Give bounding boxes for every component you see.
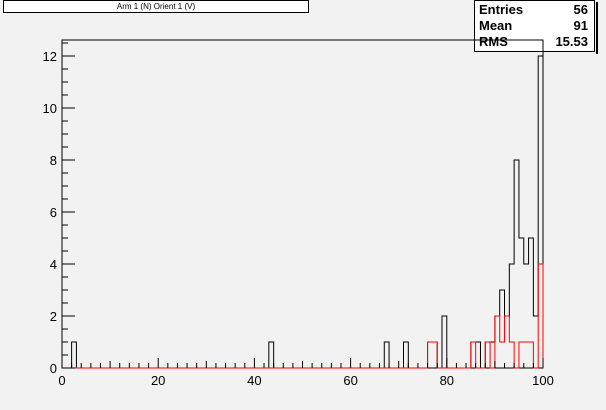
stats-row-rms: RMS 15.53 — [479, 34, 590, 50]
stats-value: 15.53 — [555, 34, 588, 49]
y-tick-label: 4 — [50, 257, 57, 272]
histogram-series-0 — [62, 55, 544, 369]
y-tick-label: 2 — [50, 309, 57, 324]
x-tick-label: 60 — [343, 373, 357, 388]
histogram-series-1 — [62, 263, 544, 369]
stats-value: 56 — [573, 2, 588, 17]
statistics-box: Entries 56 Mean 91 RMS 15.53 — [474, 0, 595, 52]
x-tick-label: 0 — [58, 373, 65, 388]
stats-box-shadow — [596, 2, 598, 54]
stats-row-mean: Mean 91 — [479, 18, 590, 34]
y-tick-label: 6 — [50, 205, 57, 220]
y-tick-label: 10 — [43, 101, 57, 116]
stats-key: Entries — [479, 2, 524, 17]
x-tick-label: 40 — [247, 373, 261, 388]
x-tick-label: 100 — [532, 373, 554, 388]
stats-key: Mean — [479, 18, 513, 33]
x-tick-label: 20 — [151, 373, 165, 388]
x-tick-label: 80 — [440, 373, 454, 388]
plot-frame — [61, 39, 544, 369]
y-tick-label: 12 — [43, 49, 57, 64]
y-tick-label: 0 — [50, 361, 57, 376]
stats-key: RMS — [479, 34, 508, 49]
y-tick-label: 8 — [50, 153, 57, 168]
stats-value: 91 — [573, 18, 588, 33]
histogram-title: Arm 1 (N) Orient 1 (V) — [3, 0, 309, 13]
stats-row-entries: Entries 56 — [479, 2, 590, 18]
